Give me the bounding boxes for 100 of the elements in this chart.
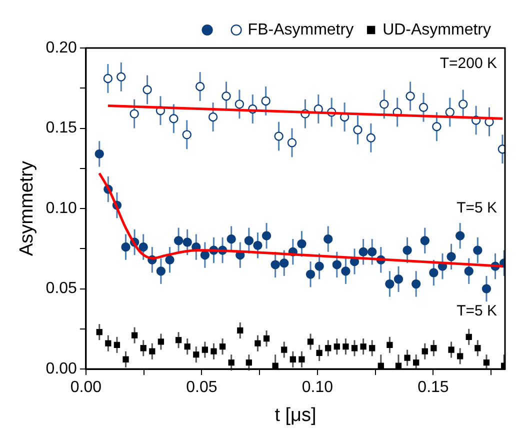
x-tick-label: 0.15 <box>418 379 449 396</box>
point <box>280 258 289 268</box>
point <box>121 242 130 252</box>
legend-label: UD-Asymmetry <box>382 21 491 38</box>
point <box>140 345 146 352</box>
point <box>149 348 156 354</box>
point <box>142 85 152 94</box>
point <box>174 236 184 246</box>
point <box>169 114 178 124</box>
point <box>334 343 340 350</box>
point <box>116 72 126 82</box>
point <box>395 362 402 369</box>
point <box>184 343 190 350</box>
y-tick-label: 0.00 <box>46 360 78 378</box>
point <box>287 138 297 148</box>
y-tick-label: 0.20 <box>46 39 78 56</box>
point <box>366 133 376 142</box>
point <box>386 342 393 348</box>
point <box>448 346 454 353</box>
y-tick-label: 0.15 <box>46 120 78 137</box>
point <box>208 112 218 122</box>
point <box>200 250 210 260</box>
point <box>94 149 104 159</box>
point <box>324 234 333 244</box>
x-tick-label: 0.05 <box>186 379 218 396</box>
point <box>254 340 261 346</box>
point <box>290 356 296 362</box>
point <box>202 346 208 353</box>
point <box>422 348 428 354</box>
point <box>474 345 481 352</box>
point <box>418 102 428 112</box>
point <box>473 246 482 255</box>
point <box>332 260 342 270</box>
point <box>430 345 437 352</box>
point <box>306 270 316 279</box>
point <box>274 132 284 141</box>
point <box>385 279 394 289</box>
point <box>156 266 166 276</box>
point <box>298 356 305 362</box>
point <box>358 247 368 256</box>
point <box>96 329 102 336</box>
point <box>130 109 139 118</box>
point <box>457 353 464 360</box>
point <box>404 354 410 361</box>
point <box>455 231 465 240</box>
point <box>270 260 280 270</box>
point <box>228 360 234 366</box>
point <box>464 266 474 276</box>
point <box>244 236 254 246</box>
point <box>429 268 438 278</box>
point <box>175 337 182 344</box>
point <box>297 239 306 248</box>
annotation: T=5 K <box>456 302 497 320</box>
point <box>402 246 412 255</box>
point <box>380 100 389 109</box>
point <box>272 362 278 369</box>
point <box>482 284 492 294</box>
y-axis-title: Asymmetry <box>16 160 38 256</box>
point <box>222 92 231 101</box>
point <box>458 100 468 109</box>
point <box>445 108 454 117</box>
point <box>261 96 270 106</box>
point <box>105 340 112 346</box>
point <box>466 334 472 340</box>
point <box>420 236 430 246</box>
point <box>234 100 244 109</box>
point <box>262 231 272 240</box>
point <box>210 348 217 354</box>
point <box>193 351 200 358</box>
point <box>316 350 322 356</box>
point <box>253 240 262 250</box>
point <box>413 360 420 366</box>
y-tick-label: 0.10 <box>46 200 78 217</box>
legend-label: FB-Asymmetry <box>248 21 354 38</box>
point <box>341 266 350 276</box>
point <box>131 332 138 338</box>
y-tick-label: 0.05 <box>46 280 78 298</box>
point <box>182 130 192 140</box>
point <box>432 122 442 132</box>
point <box>446 252 456 262</box>
point <box>138 242 148 252</box>
point <box>325 345 332 352</box>
point <box>182 238 192 247</box>
point <box>114 342 120 348</box>
point <box>281 346 288 353</box>
point <box>406 92 415 101</box>
annotation: T=200 K <box>440 55 497 72</box>
point <box>378 362 384 369</box>
annotation: T=5 K <box>456 200 497 217</box>
line-series <box>98 172 504 268</box>
point <box>411 279 421 289</box>
point <box>351 345 358 352</box>
point <box>342 343 349 350</box>
point <box>195 82 205 92</box>
point <box>219 343 226 350</box>
point <box>263 335 270 342</box>
point <box>360 343 366 350</box>
point <box>369 345 376 352</box>
x-tick-label: 0.00 <box>70 379 102 396</box>
point <box>158 338 164 345</box>
